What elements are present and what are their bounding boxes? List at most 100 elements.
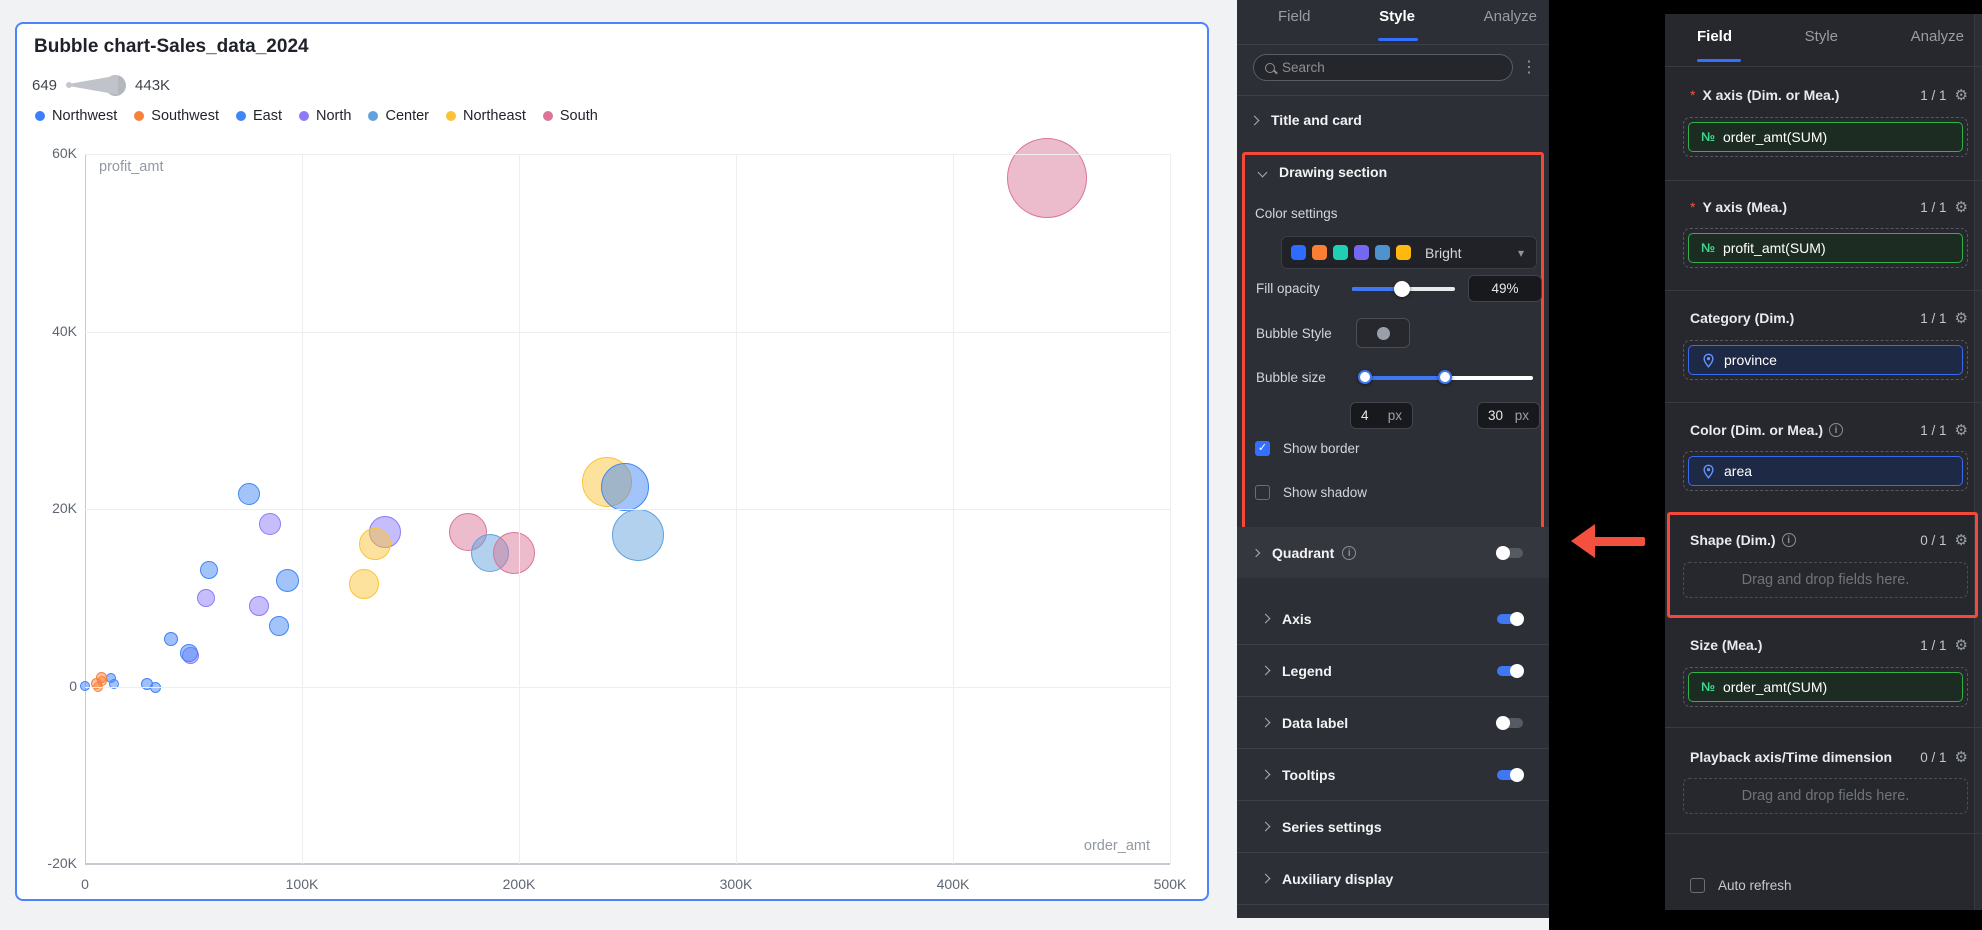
bubble-style-button[interactable] bbox=[1356, 318, 1410, 348]
section-drawing[interactable]: Drawing section bbox=[1257, 158, 1387, 186]
bubble-size-max-knob[interactable] bbox=[1437, 370, 1452, 384]
gear-icon[interactable]: ⚙ bbox=[1954, 749, 1968, 766]
field-pill-label: profit_amt(SUM) bbox=[1722, 240, 1826, 256]
show-shadow-row[interactable]: Show shadow bbox=[1255, 485, 1367, 500]
bubble-size-max-input[interactable]: 30 px bbox=[1477, 402, 1540, 429]
show-shadow-checkbox[interactable] bbox=[1255, 485, 1270, 500]
bubble-east[interactable] bbox=[179, 643, 198, 662]
palette-swatch bbox=[1333, 245, 1348, 260]
field-pill-province[interactable]: province bbox=[1688, 345, 1963, 375]
style-tab-style[interactable]: Style bbox=[1379, 8, 1415, 25]
section-axis[interactable]: Axis bbox=[1237, 593, 1549, 645]
field-pill-order_amtSUM[interactable]: № order_amt(SUM) bbox=[1688, 672, 1963, 702]
search-icon bbox=[1265, 62, 1275, 73]
legend-item-south[interactable]: South bbox=[542, 108, 598, 124]
field-section-3-title: Category (Dim.) 1 / 1 ⚙ bbox=[1690, 308, 1968, 328]
legend-item-northwest[interactable]: Northwest bbox=[35, 108, 117, 124]
auto-refresh-row[interactable]: Auto refresh bbox=[1690, 878, 1792, 893]
field-section-5-title: Shape (Dim.) i 0 / 1 ⚙ bbox=[1690, 530, 1968, 550]
fill-opacity-knob[interactable] bbox=[1394, 281, 1411, 297]
section-legend[interactable]: Legend bbox=[1237, 645, 1549, 697]
bubble-northeast[interactable] bbox=[358, 527, 391, 560]
field-panel: Field Style Analyze * X axis (Dim. or Mea.)… bbox=[1665, 14, 1982, 910]
bubble-northeast[interactable] bbox=[349, 568, 380, 599]
field-pill-order_amtSUM[interactable]: № order_amt(SUM) bbox=[1688, 122, 1963, 152]
y-tick-label: 40K bbox=[52, 322, 77, 339]
gear-icon[interactable]: ⚙ bbox=[1954, 532, 1968, 549]
bubble-north[interactable] bbox=[249, 595, 270, 616]
drag-drop-zone[interactable]: Drag and drop fields here. bbox=[1683, 562, 1968, 598]
section-data-label[interactable]: Data label bbox=[1237, 697, 1549, 749]
section-series-settings[interactable]: Series settings bbox=[1237, 801, 1549, 853]
fill-opacity-value[interactable]: 49% bbox=[1468, 275, 1542, 302]
field-tab-style[interactable]: Style bbox=[1804, 28, 1838, 45]
gear-icon[interactable]: ⚙ bbox=[1954, 87, 1968, 104]
section-auxiliary-display[interactable]: Auxiliary display bbox=[1237, 853, 1549, 905]
section-toggle[interactable] bbox=[1497, 767, 1524, 782]
divider bbox=[1665, 833, 1982, 834]
kebab-menu-icon[interactable]: ⋮ bbox=[1521, 59, 1537, 76]
field-tab-field[interactable]: Field bbox=[1697, 28, 1733, 45]
field-pill-slot: area bbox=[1683, 451, 1968, 491]
bubble-south[interactable] bbox=[1006, 137, 1087, 218]
auto-refresh-checkbox[interactable] bbox=[1690, 878, 1705, 893]
section-label: Axis bbox=[1282, 610, 1312, 627]
bubble-east[interactable] bbox=[600, 462, 649, 511]
gear-icon[interactable]: ⚙ bbox=[1954, 310, 1968, 327]
gear-icon[interactable]: ⚙ bbox=[1954, 422, 1968, 439]
show-border-row[interactable]: ✓ Show border bbox=[1255, 441, 1360, 456]
bubble-east[interactable] bbox=[275, 569, 299, 593]
field-pill-profit_amtSUM[interactable]: № profit_amt(SUM) bbox=[1688, 233, 1963, 263]
legend-item-northeast[interactable]: Northeast bbox=[446, 108, 526, 124]
field-tab-analyze[interactable]: Analyze bbox=[1910, 28, 1964, 45]
palette-name: Bright bbox=[1425, 244, 1462, 261]
bubble-east[interactable] bbox=[109, 678, 120, 689]
legend-item-east[interactable]: East bbox=[236, 108, 282, 124]
style-tab-field[interactable]: Field bbox=[1278, 8, 1311, 25]
bubble-north[interactable] bbox=[197, 588, 216, 607]
field-count: 1 / 1 bbox=[1920, 310, 1947, 326]
quadrant-toggle[interactable] bbox=[1496, 545, 1523, 560]
quadrant-row[interactable]: Quadrant i bbox=[1237, 527, 1549, 578]
bubble-center[interactable] bbox=[611, 508, 664, 561]
bubble-size-slider[interactable] bbox=[1358, 370, 1533, 384]
field-section-label: Size (Mea.) bbox=[1690, 637, 1763, 653]
scrollbar-track[interactable] bbox=[1974, 14, 1982, 910]
bubble-northwest[interactable] bbox=[163, 632, 178, 647]
x-tick-label: 0 bbox=[81, 876, 89, 892]
field-pill-label: order_amt(SUM) bbox=[1722, 679, 1828, 695]
field-pill-area[interactable]: area bbox=[1688, 456, 1963, 486]
gear-icon[interactable]: ⚙ bbox=[1954, 199, 1968, 216]
bubble-size-min-input[interactable]: 4 px bbox=[1350, 402, 1413, 429]
drag-drop-zone[interactable]: Drag and drop fields here. bbox=[1683, 778, 1968, 814]
field-section-label: Shape (Dim.) bbox=[1690, 532, 1776, 548]
bubble-south[interactable] bbox=[493, 532, 535, 575]
color-palette-select[interactable]: Bright ▾ bbox=[1281, 236, 1537, 269]
y-tick-label: 60K bbox=[52, 145, 77, 161]
legend-item-southwest[interactable]: Southwest bbox=[134, 108, 219, 124]
section-tooltips[interactable]: Tooltips bbox=[1237, 749, 1549, 801]
fill-opacity-label: Fill opacity bbox=[1256, 281, 1320, 296]
bubble-east[interactable] bbox=[199, 561, 218, 580]
section-title-and-card[interactable]: Title and card bbox=[1249, 100, 1535, 140]
section-toggle[interactable] bbox=[1497, 611, 1524, 626]
bubble-size-min-knob[interactable] bbox=[1358, 370, 1373, 384]
bubble-northwest[interactable] bbox=[80, 680, 90, 691]
bubble-east[interactable] bbox=[268, 616, 289, 637]
search-input[interactable]: Search bbox=[1253, 54, 1513, 81]
legend-item-north[interactable]: North bbox=[299, 108, 351, 124]
bubble-east[interactable] bbox=[238, 482, 261, 505]
field-section-7-title: Playback axis/Time dimension 0 / 1 ⚙ bbox=[1690, 747, 1968, 767]
section-toggle[interactable] bbox=[1496, 715, 1523, 730]
fill-opacity-slider[interactable] bbox=[1352, 281, 1455, 297]
section-label: Tooltips bbox=[1282, 766, 1336, 783]
show-border-checkbox[interactable]: ✓ bbox=[1255, 441, 1270, 456]
style-tab-analyze[interactable]: Analyze bbox=[1483, 8, 1537, 25]
legend-item-center[interactable]: Center bbox=[368, 108, 429, 124]
gear-icon[interactable]: ⚙ bbox=[1954, 637, 1968, 654]
bubble-north[interactable] bbox=[259, 513, 282, 536]
section-toggle[interactable] bbox=[1497, 663, 1524, 678]
palette-swatch bbox=[1375, 245, 1390, 260]
legend-label: Center bbox=[385, 108, 430, 124]
color-settings-label: Color settings bbox=[1255, 206, 1338, 221]
